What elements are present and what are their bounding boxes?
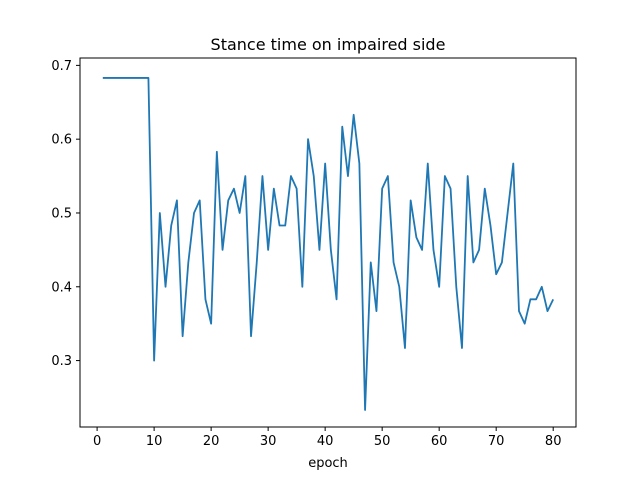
series-line-0 (102, 77, 555, 411)
x-tick-label: 0 (93, 434, 101, 449)
x-tick-label: 50 (374, 434, 391, 449)
plot-frame (79, 57, 577, 428)
x-tick-label: 60 (431, 434, 448, 449)
y-tick-label: 0.4 (51, 280, 72, 295)
x-tick-label: 30 (260, 434, 277, 449)
series-layer (102, 77, 555, 411)
y-tick-label: 0.7 (51, 59, 72, 74)
y-tick-label: 0.3 (51, 354, 72, 369)
y-axis: 0.3 0.4 0.5 0.6 0.7 (51, 59, 80, 369)
x-tick-label: 70 (488, 434, 505, 449)
y-tick-label: 0.5 (51, 206, 72, 221)
x-axis-label: epoch (308, 456, 348, 471)
x-tick-label: 40 (317, 434, 334, 449)
y-tick-label: 0.6 (51, 133, 72, 148)
chart-title: Stance time on impaired side (211, 35, 446, 54)
x-tick-label: 80 (545, 434, 562, 449)
x-axis: 0 10 20 30 40 50 60 70 80 (93, 427, 562, 449)
x-tick-label: 10 (146, 434, 163, 449)
x-tick-label: 20 (203, 434, 220, 449)
